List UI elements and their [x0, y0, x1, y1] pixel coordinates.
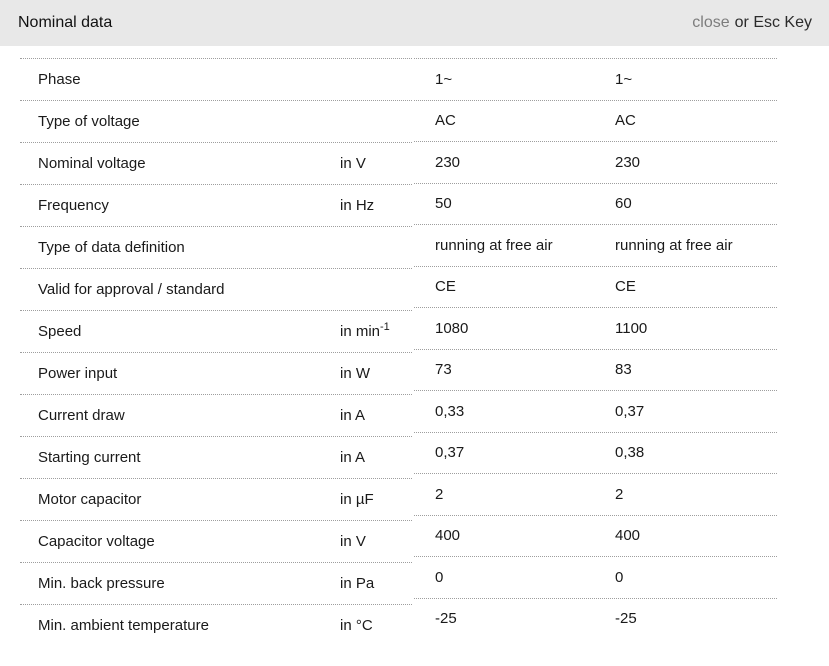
value-cell-2: 230 [615, 153, 641, 171]
row-label: Motor capacitor [38, 491, 142, 508]
value-cell-2: 60 [615, 195, 632, 213]
row-label: Current draw [38, 407, 125, 424]
table-row-values: 50 60 [414, 182, 777, 225]
close-area: close or Esc Key [692, 14, 812, 32]
value-cell-1: 0,37 [435, 444, 465, 462]
row-unit: in Hz [340, 197, 375, 214]
table-row-label: Motor capacitor in µF [20, 478, 412, 520]
value-cell-1: 400 [435, 527, 461, 545]
value-cell-1: 0 [435, 568, 444, 586]
value-cell-2: 0,37 [615, 402, 645, 420]
value-cell-1: 1~ [435, 70, 453, 88]
value-cell-1: 2 [435, 485, 444, 503]
table-row-values: CE CE [414, 265, 777, 308]
table-row-values: 1080 1100 [414, 307, 777, 349]
value-cell-2: 83 [615, 361, 632, 379]
table-row-values: 2 2 [414, 473, 777, 515]
value-cell-1: running at free air [435, 236, 553, 254]
row-unit: in W [340, 365, 370, 382]
value-cell-2: 0,38 [615, 444, 645, 462]
value-cell-2: 0 [615, 568, 624, 586]
row-unit: in Pa [340, 575, 375, 592]
value-cell-2: AC [615, 112, 636, 130]
value-cell-1: 1080 [435, 319, 469, 337]
row-label: Capacitor voltage [38, 533, 155, 550]
row-unit: in V [340, 155, 366, 172]
row-unit: in A [340, 449, 366, 466]
table-row-label: Frequency in Hz [20, 184, 412, 226]
row-label: Power input [38, 365, 118, 382]
value-cell-2: 1100 [615, 319, 648, 337]
table-row-label: Speed in min-1 [20, 310, 412, 352]
table-row-values: 0,37 0,38 [414, 431, 777, 474]
row-unit: in °C [340, 617, 373, 634]
row-label: Type of voltage [38, 113, 140, 130]
value-cell-2: -25 [615, 610, 637, 628]
value-cell-1: 230 [435, 153, 461, 171]
table-row-values: 73 83 [414, 348, 777, 391]
row-unit: in A [340, 407, 366, 424]
table-row-values: 0,33 0,37 [414, 390, 777, 432]
table-row-values: 230 230 [414, 141, 777, 183]
row-label: Speed [38, 323, 82, 340]
row-label: Starting current [38, 449, 141, 466]
row-unit: in V [340, 533, 366, 550]
table-row-label: Starting current in A [20, 436, 412, 478]
row-label: Valid for approval / standard [38, 281, 225, 298]
values-column: 1~ 1~ AC AC 230 230 50 60 running at fre… [414, 58, 777, 639]
labels-column: Phase Type of voltage Nominal voltage in… [20, 58, 412, 646]
table-row-label: Current draw in A [20, 394, 412, 436]
table-row-label: Min. back pressure in Pa [20, 562, 412, 604]
row-label: Min. ambient temperature [38, 617, 209, 634]
table-row-label: Nominal voltage in V [20, 142, 412, 184]
value-cell-1: CE [435, 278, 456, 296]
table-row-label: Capacitor voltage in V [20, 520, 412, 562]
value-cell-1: -25 [435, 610, 457, 628]
value-cell-2: 2 [615, 485, 624, 503]
row-label: Nominal voltage [38, 155, 146, 172]
table-row-label: Valid for approval / standard [20, 268, 412, 310]
value-cell-1: 73 [435, 361, 452, 379]
table-row-values: 0 0 [414, 556, 777, 598]
table-row-values: -25 -25 [414, 597, 777, 640]
modal-title: Nominal data [18, 14, 113, 31]
row-unit: in µF [340, 491, 374, 508]
close-button[interactable]: close [692, 14, 730, 31]
value-cell-1: 50 [435, 195, 452, 213]
value-cell-2: 400 [615, 527, 641, 545]
value-cell-2: 1~ [615, 70, 633, 88]
row-label: Frequency [38, 197, 109, 214]
row-unit: in min-1 [340, 321, 390, 341]
table-row-label: Type of data definition [20, 226, 412, 268]
table-row-label: Power input in W [20, 352, 412, 394]
row-label: Phase [38, 71, 81, 88]
row-label: Min. back pressure [38, 575, 165, 592]
table-row-label: Type of voltage [20, 100, 412, 142]
value-cell-1: AC [435, 112, 456, 130]
row-label: Type of data definition [38, 239, 185, 256]
esc-key-hint: or Esc Key [734, 14, 812, 31]
table-row-values: running at free air running at free air [414, 224, 777, 266]
table-row-label: Phase [20, 58, 412, 100]
table-row-values: AC AC [414, 99, 777, 142]
value-cell-2: running at free air [615, 236, 733, 254]
table-row-values: 400 400 [414, 514, 777, 557]
value-cell-1: 0,33 [435, 402, 465, 420]
modal-header: Nominal data close or Esc Key [0, 0, 829, 46]
value-cell-2: CE [615, 278, 636, 296]
table-row-label: Min. ambient temperature in °C [20, 604, 412, 646]
table-row-values: 1~ 1~ [414, 58, 777, 100]
